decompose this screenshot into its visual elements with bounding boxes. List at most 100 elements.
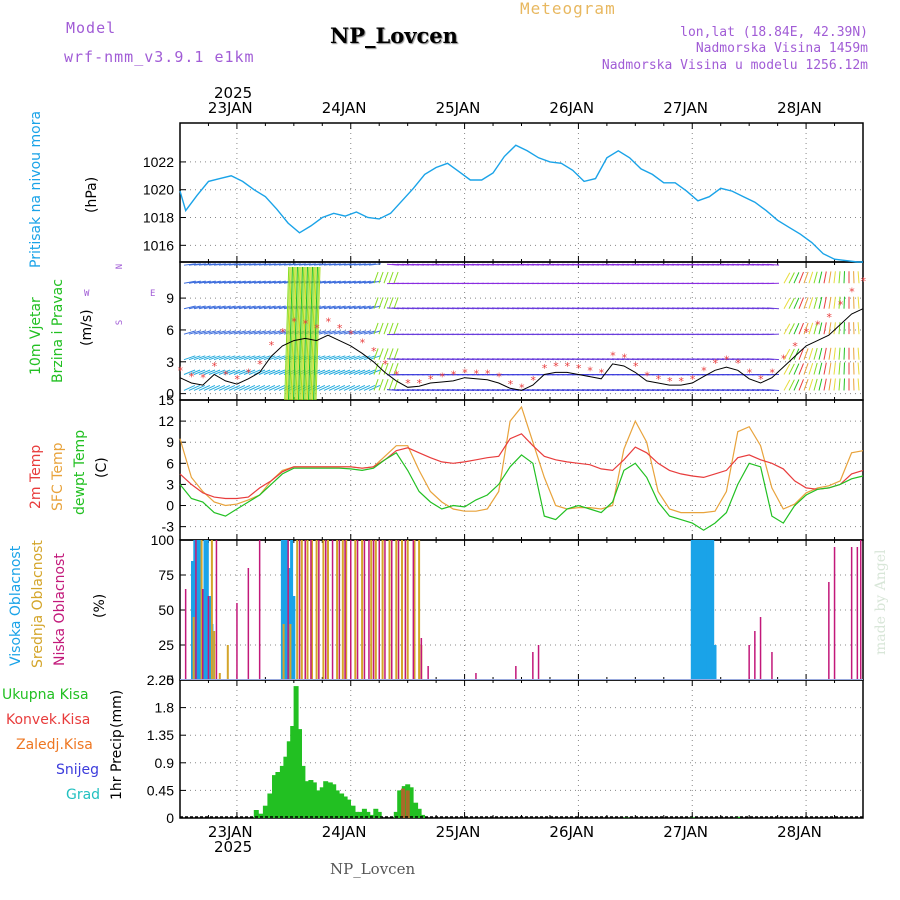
wind-arrow [828,322,832,335]
gust-marker: * [223,369,230,382]
gust-marker: * [780,353,787,366]
compass-west: W [84,289,90,299]
wind-arrow [208,305,221,310]
mid-cloud-bar [418,540,421,680]
wind-arrow [263,280,276,284]
wind-arrow [198,280,211,284]
wind-arrow [838,322,841,335]
wind-arrow [268,263,281,266]
wind-arrow [343,369,356,375]
low-cloud-bar [215,540,218,680]
wind-arrow [223,305,236,310]
wind-arrow [843,362,845,375]
wind-arrow [300,266,306,401]
wind-arrow [228,280,241,284]
top-date-label: 25JAN [435,99,481,117]
gust-marker: * [689,373,696,386]
gust-markers: * * * * * * * * * * * * * * * * * * * * * * * * * * * * * * * * * * * * * * * *… [177,275,867,394]
wind-arrow [803,271,809,284]
wind-arrow [318,355,331,361]
wind-arrow [838,271,841,284]
wind-arrow [218,280,231,284]
wind-arrow [273,355,286,361]
low-cloud-bar [515,666,517,680]
mid-cloud-bar [370,540,373,680]
wind-arrow [823,271,827,284]
bottom-date-label: 25JAN [435,823,481,841]
top-date-label: 23JAN [207,99,253,117]
cloud-bars [180,540,863,680]
wind-arrow [353,355,366,361]
wind-arrow [803,363,809,375]
wind-arrow [243,384,256,391]
wind-arrow [833,347,836,360]
wind-arrow [857,347,860,360]
wind-arrow [285,266,291,401]
wind-arrow [838,362,841,375]
wind-arrow [318,280,331,284]
wind-arrow [238,355,251,361]
gust-marker: * [507,378,514,391]
low-cloud-bar [287,540,289,680]
wind-arrow [333,305,346,310]
gust-marker: * [405,377,412,390]
wind-arrow [273,263,286,266]
wind-arrow [263,330,276,335]
wind-arrow [183,263,196,266]
compass-east: E [150,289,156,299]
wind-arrow [833,296,836,309]
wind-arrow [818,347,823,360]
gust-marker: * [245,366,252,379]
high-cloud-bar [208,596,212,680]
wind-arrow [299,266,305,401]
wind-arrow [808,271,814,284]
wind-arrow [358,330,371,335]
total-precip-bar [290,726,296,818]
wind-arrow [198,330,211,335]
wind-arrow [348,330,361,335]
wind-arrow [233,355,246,361]
wind-arrow [263,384,276,391]
wind-arrow [193,280,206,284]
total-precip-bar [350,805,356,818]
ytick-label: 0 [166,810,174,826]
wind-arrow [393,322,399,335]
wind-arrow [793,363,800,375]
wind-arrow [358,355,371,361]
low-cloud-bar [368,540,370,680]
wind-arrow [843,378,845,391]
panel-clouds: 0 25 50 75 100 [151,532,864,688]
wind-arrow [193,384,206,391]
wind-arrow [803,297,809,309]
bottom-date-label: 26JAN [549,823,595,841]
gust-marker: * [666,375,673,388]
wind-arrow [363,305,376,310]
mid-cloud-bar [218,673,221,680]
mid-cloud-bar [361,540,364,680]
wind-arrow [278,280,291,284]
wind-arrow [383,348,389,360]
gust-marker: * [257,358,264,371]
wind-arrow [328,330,341,335]
total-precip-bar [331,784,337,818]
wind-arrow [793,272,800,284]
gust-marker: * [382,358,389,371]
wind-arrow [268,369,281,375]
ytick-label: 2.25 [147,672,174,688]
wind-arrow [268,384,281,391]
low-cloud-bar [304,540,306,680]
total-precip-bar [297,729,302,818]
wind-arrow [298,266,304,401]
wind-arrow [243,280,256,284]
wind-arrow [388,348,394,360]
low-cloud-bar [247,568,250,680]
gust-marker: * [279,326,286,339]
wind-arrow [268,280,281,284]
gust-marker: * [701,364,708,377]
wind-arrow [313,266,319,401]
wind-arrow [183,280,196,284]
ytick-label: 12 [158,413,174,429]
wind-arrow [318,263,331,266]
wind-arrow [218,369,231,375]
